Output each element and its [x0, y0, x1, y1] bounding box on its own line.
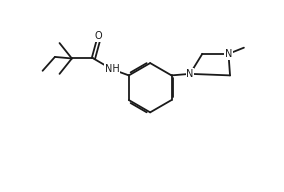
Text: NH: NH	[105, 64, 119, 74]
Text: O: O	[94, 31, 102, 41]
Text: N: N	[186, 69, 194, 79]
Text: N: N	[225, 49, 232, 59]
